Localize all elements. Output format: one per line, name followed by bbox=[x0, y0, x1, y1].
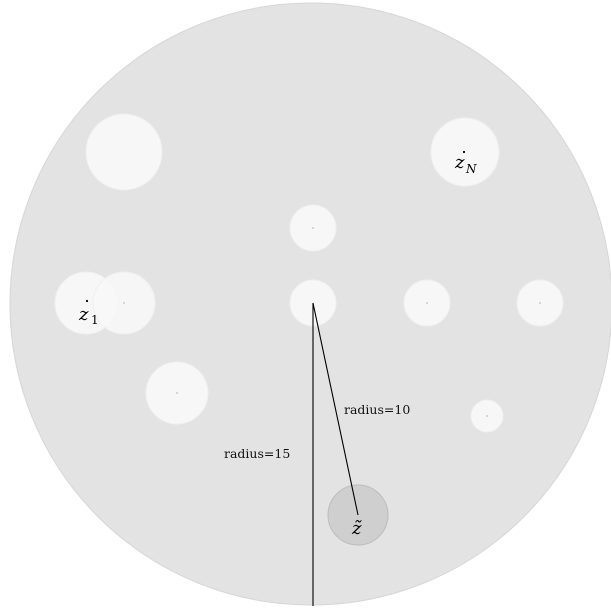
center-dots bbox=[123, 227, 541, 417]
z1-subscript: 1 bbox=[91, 313, 99, 327]
center-dot bbox=[426, 302, 428, 304]
center-dot bbox=[176, 392, 178, 394]
z-tilde-label: z̃ bbox=[351, 518, 362, 539]
zN-label: z N bbox=[454, 150, 477, 176]
z1-dot bbox=[85, 299, 89, 303]
obstacle-disk bbox=[85, 113, 163, 191]
center-dot bbox=[123, 302, 125, 304]
center-dot bbox=[539, 302, 541, 304]
radius-line-slanted bbox=[312, 302, 359, 516]
center-dot bbox=[486, 415, 488, 417]
zN-letter: z bbox=[454, 152, 465, 173]
z1-label: z 1 bbox=[78, 299, 99, 327]
center-dot bbox=[312, 227, 314, 229]
zN-dot bbox=[462, 150, 466, 154]
z1-letter: z bbox=[78, 304, 89, 325]
radius-large-label: radius=15 bbox=[224, 446, 290, 461]
obstacle-disks bbox=[54, 113, 564, 433]
radius-small-label: radius=10 bbox=[344, 402, 410, 417]
zN-subscript: N bbox=[465, 162, 477, 176]
